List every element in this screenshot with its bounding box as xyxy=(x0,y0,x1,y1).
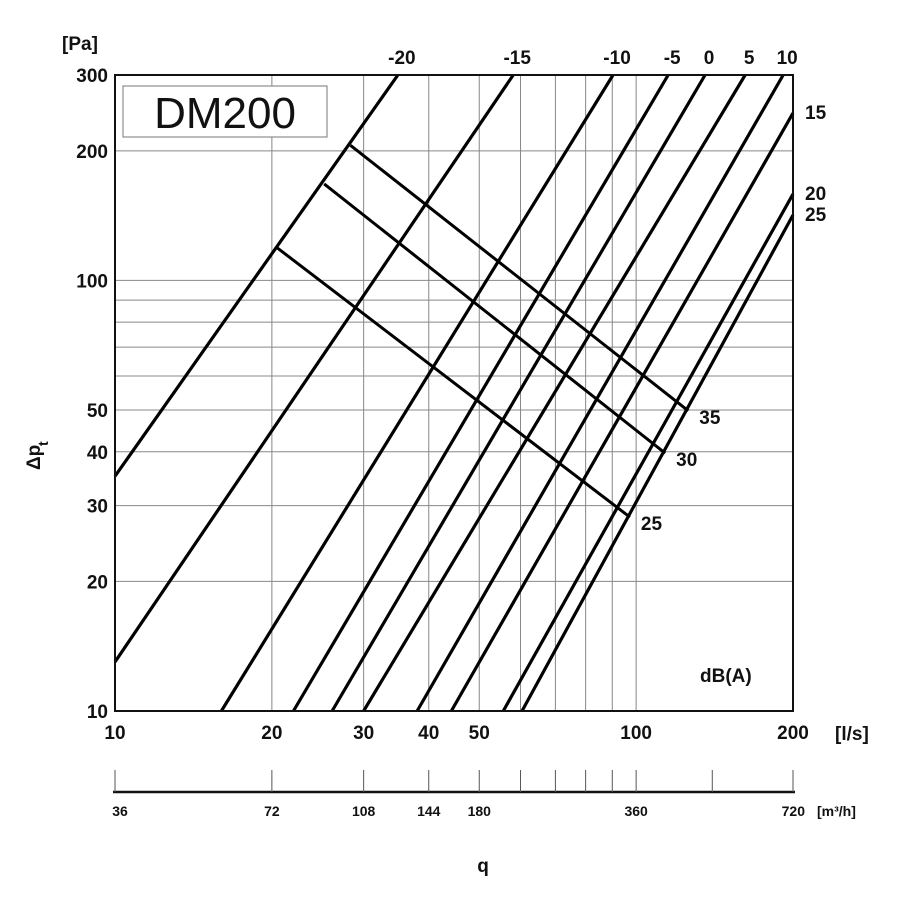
title-box xyxy=(122,85,328,138)
secondary-tick-label: 180 xyxy=(468,803,492,819)
series-line-20 xyxy=(501,193,795,712)
x-unit: [l/s] xyxy=(835,724,869,745)
series-label: -15 xyxy=(503,48,531,69)
series-line-5 xyxy=(362,74,747,712)
series-line-25 xyxy=(520,214,795,712)
series-label: -5 xyxy=(664,48,681,69)
cross-line-35 xyxy=(349,144,690,412)
x-tick-label: 200 xyxy=(777,723,809,744)
series-label: -10 xyxy=(603,48,630,69)
y-axis-label: Δp xyxy=(24,445,45,470)
grid xyxy=(115,75,793,711)
series-label: 5 xyxy=(744,48,755,69)
series-label: 25 xyxy=(805,205,827,226)
y-tick-label: 30 xyxy=(87,497,108,518)
secondary-tick-label: 36 xyxy=(112,803,128,819)
x-tick-label: 100 xyxy=(620,723,652,744)
tick-labels: 10 20 30 40 50 100 200 10 20 30 40 50 100 200 300 xyxy=(76,66,809,744)
y-axis-label-subscript: t xyxy=(35,441,51,446)
series-line--5 xyxy=(292,74,670,712)
y-tick-label: 10 xyxy=(87,702,108,723)
series-line-15 xyxy=(449,112,795,712)
secondary-tick-label: 72 xyxy=(264,803,280,819)
y-tick-label: 100 xyxy=(76,271,108,292)
series-line--20 xyxy=(113,74,400,478)
y-unit: [Pa] xyxy=(62,34,98,55)
x-axis-label: q xyxy=(477,856,489,877)
y-tick-label: 300 xyxy=(76,66,108,87)
secondary-tick-label: 720 xyxy=(782,803,806,819)
x-tick-label: 40 xyxy=(418,723,439,744)
chart-title: DM200 xyxy=(154,89,296,138)
y-tick-label: 20 xyxy=(87,572,108,593)
cross-line-label: 30 xyxy=(676,450,697,471)
secondary-tick-label: 360 xyxy=(624,803,648,819)
cross-line-label: 25 xyxy=(641,514,663,535)
series-line-10 xyxy=(415,74,785,712)
y-tick-label: 50 xyxy=(87,401,108,422)
x-tick-label: 30 xyxy=(353,723,374,744)
series-label: 15 xyxy=(805,103,827,124)
series-label: 10 xyxy=(777,48,798,69)
series-line--15 xyxy=(113,74,515,663)
x-tick-label: 20 xyxy=(261,723,282,744)
series-unit-label: dB(A) xyxy=(700,666,752,687)
plot-frame xyxy=(114,74,794,712)
series-label: -20 xyxy=(388,48,415,69)
cross-line-label: 35 xyxy=(699,408,721,429)
x-tick-label: 10 xyxy=(104,723,125,744)
series-line--10 xyxy=(220,74,615,712)
x-tick-label: 50 xyxy=(469,723,490,744)
y-tick-label: 40 xyxy=(87,443,108,464)
secondary-axis-unit: [m³/h] xyxy=(817,803,856,819)
series-line-0 xyxy=(330,74,707,712)
secondary-tick-label: 108 xyxy=(352,803,376,819)
series-lines xyxy=(113,74,795,712)
secondary-x-axis: 36 72 108 144 180 360 720 [m³/h] xyxy=(112,770,856,819)
cross-line-25 xyxy=(276,246,631,519)
series-label: 20 xyxy=(805,184,826,205)
secondary-tick-label: 144 xyxy=(417,803,441,819)
cross-line-30 xyxy=(323,182,667,455)
series-label: 0 xyxy=(704,48,715,69)
y-tick-label: 200 xyxy=(76,142,108,163)
cross-lines xyxy=(276,144,690,519)
